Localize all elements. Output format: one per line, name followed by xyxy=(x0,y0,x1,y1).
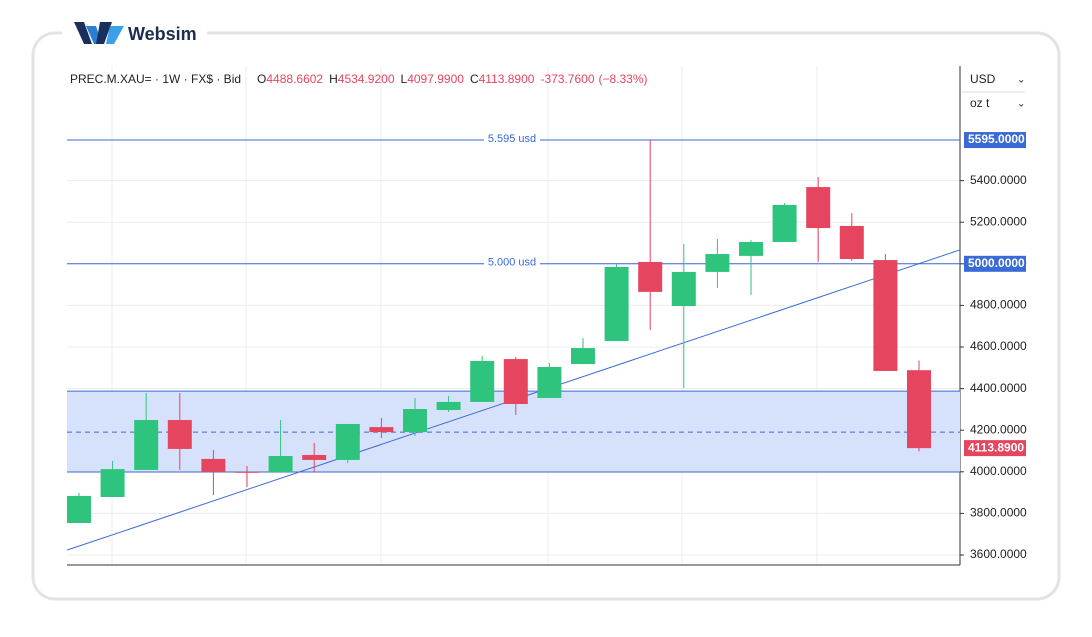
header-text: PREC.M.XAU= · 1W · FX$ · Bid O4488.6602 H4… xyxy=(70,72,648,86)
last-price-tag xyxy=(964,440,1026,457)
price-tag xyxy=(964,255,1026,272)
candle-body xyxy=(604,266,629,341)
ohlc-value: 4113.8900 xyxy=(479,72,535,86)
candle-body xyxy=(403,408,427,433)
candle-body xyxy=(268,456,293,473)
y-tick-label: 4200.0000 xyxy=(970,422,1027,436)
y-tick-label: 3800.0000 xyxy=(970,506,1027,520)
candle-body xyxy=(369,427,394,433)
candle-body xyxy=(638,261,663,292)
y-tick-label: 5200.0000 xyxy=(970,214,1027,228)
ohlc-value: 4488.6602 xyxy=(266,72,323,86)
candle-body xyxy=(839,225,864,260)
candle-body xyxy=(235,471,259,473)
header: PREC.M.XAU= · 1W · FX$ · Bid O4488.6602 H4… xyxy=(70,72,648,86)
y-tick-label: 5400.0000 xyxy=(970,173,1027,187)
dropdown-arrow[interactable]: ⌄ xyxy=(1017,99,1025,110)
currency-select[interactable]: USD xyxy=(970,72,996,86)
candle-body xyxy=(739,241,763,256)
y-tick-label: 4600.0000 xyxy=(970,339,1027,353)
ohlc-value: 4097.9900 xyxy=(407,72,464,86)
label-backdrop xyxy=(484,132,540,147)
unit-select[interactable]: oz t xyxy=(970,96,990,110)
logo-text: Websim xyxy=(128,24,197,44)
candle-body xyxy=(67,495,91,523)
candle-body xyxy=(201,458,226,473)
y-tick-label: 3600.0000 xyxy=(970,547,1027,561)
candle-body xyxy=(503,359,528,405)
change-pct: (−8.33%) xyxy=(599,72,648,86)
ohlc-key: H xyxy=(329,72,338,86)
candle-body xyxy=(134,420,159,470)
candle-body xyxy=(772,204,797,242)
symbol-info: PREC.M.XAU= · 1W · FX$ · Bid xyxy=(70,72,241,86)
candle-body xyxy=(671,271,696,307)
dropdown-arrow[interactable]: ⌄ xyxy=(1017,75,1025,86)
label-backdrop xyxy=(484,255,540,270)
price-tag-label: 5000.0000 xyxy=(968,256,1025,270)
candle-body xyxy=(705,254,730,272)
h-line-label: 5.000 usd xyxy=(488,257,536,269)
logo-icon xyxy=(74,22,124,44)
candle-body xyxy=(436,401,461,411)
candle-body xyxy=(167,420,192,449)
candle-body xyxy=(873,260,898,371)
ohlc-key: C xyxy=(470,72,479,86)
y-tick-label: 4800.0000 xyxy=(970,298,1027,312)
ohlc-value: 4534.9200 xyxy=(338,72,395,86)
change: -373.7600 xyxy=(540,72,594,86)
h-line-label: 5.595 usd xyxy=(488,133,536,145)
y-tick-label: 4000.0000 xyxy=(970,464,1027,478)
price-tag-label: 5595.0000 xyxy=(968,132,1025,146)
candle-body xyxy=(470,360,495,402)
candle-body xyxy=(907,370,931,449)
ohlc-key: L xyxy=(401,72,408,86)
y-tick-label: 4400.0000 xyxy=(970,381,1027,395)
candle-body xyxy=(571,348,595,365)
range-band xyxy=(67,391,960,473)
frame xyxy=(31,31,1061,601)
candle-body xyxy=(302,454,327,460)
candle-body xyxy=(100,469,125,497)
price-tag xyxy=(964,132,1026,149)
last-price-label: 4113.8900 xyxy=(968,440,1024,454)
candle-body xyxy=(335,423,360,460)
candle-body xyxy=(537,366,562,398)
ohlc-key: O xyxy=(257,72,266,86)
candle-body xyxy=(806,187,831,229)
